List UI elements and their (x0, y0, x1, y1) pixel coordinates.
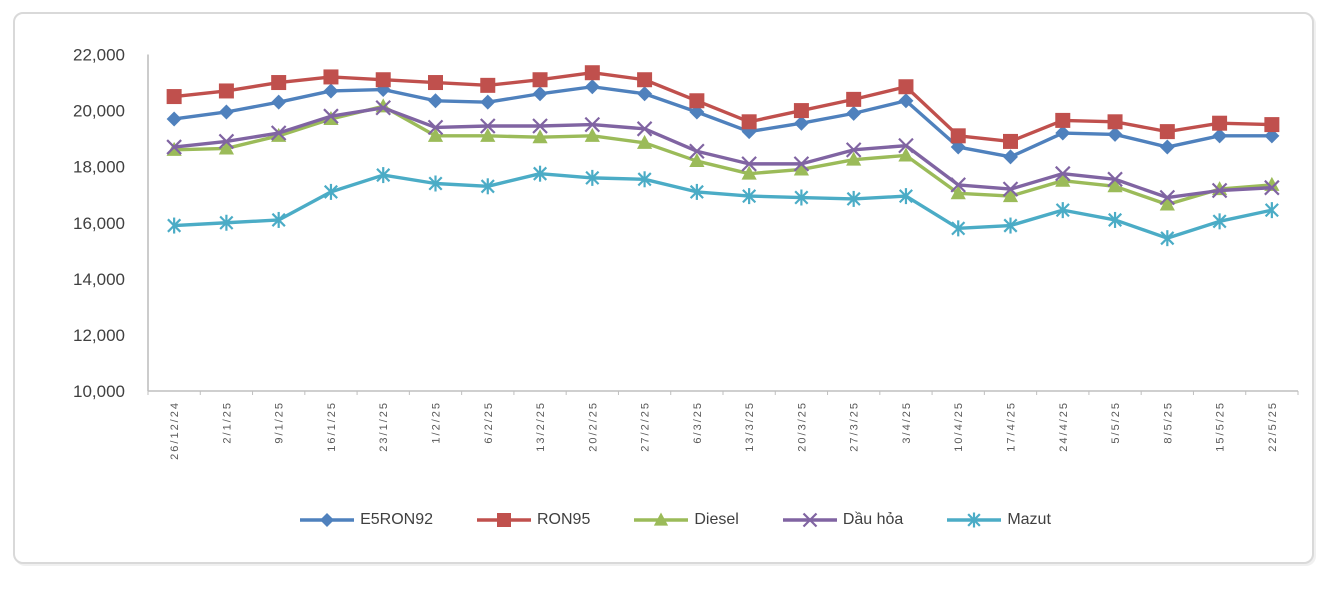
legend-marker-square-icon (477, 513, 531, 527)
series-dầu-hỏa (166, 100, 1280, 206)
x-tick-label: 17/4/25 (1006, 401, 1018, 452)
legend-item-ron95: RON95 (475, 510, 590, 530)
series-line (172, 106, 1274, 200)
y-axis-labels: 10,000 12,000 14,000 16,000 18,000 20,000 22,0… (73, 46, 125, 402)
fuel-price-line-chart: 10,000 12,000 14,000 16,000 18,000 20,000 22,0… (73, 46, 1299, 460)
legend-marker-x-icon (782, 512, 837, 528)
legend-label: E5RON92 (360, 511, 433, 528)
x-tick-label: 27/2/25 (640, 401, 652, 452)
legend-item-dầu-hỏa: Dầu hỏa (781, 510, 904, 530)
legend-label: RON95 (537, 511, 591, 528)
legend-item-e5ron92: E5RON92 (298, 510, 433, 530)
x-tick-label: 5/5/25 (1110, 401, 1122, 444)
y-tick-label: 22,000 (73, 46, 125, 65)
y-tick-label: 16,000 (73, 214, 125, 233)
x-tick-label: 1/2/25 (431, 401, 443, 444)
x-tick-label: 24/4/25 (1058, 401, 1070, 452)
x-tick-label: 20/3/25 (796, 401, 808, 452)
x-tick-label: 13/2/25 (535, 401, 547, 452)
x-tick-label: 10/4/25 (953, 401, 965, 452)
x-tick-label: 15/5/25 (1215, 401, 1227, 452)
series-ron95 (166, 65, 1280, 149)
x-tick-label: 2/1/25 (221, 401, 233, 444)
legend-label: Mazut (1007, 511, 1051, 528)
y-tick-label: 20,000 (73, 102, 125, 121)
series-mazut (167, 165, 1279, 247)
legend-label: Dầu hỏa (842, 511, 904, 528)
x-tick-label: 9/1/25 (274, 401, 286, 444)
chart-card: 10,000 12,000 14,000 16,000 18,000 20,000 22,0… (13, 12, 1314, 564)
series-line (172, 171, 1274, 240)
series-line (172, 85, 1274, 159)
x-axis-labels: 26/12/24 2/1/25 9/1/25 16/1/25 23/1/25 1/2/25… (169, 401, 1279, 460)
x-tick-label: 6/3/25 (692, 401, 704, 444)
chart-legend: E5RON92 RON95 Diesel Dầu hỏa Mazut (15, 510, 1319, 530)
x-tick-label: 6/2/25 (483, 401, 495, 444)
x-tick-label: 3/4/25 (901, 401, 913, 444)
x-tick-label: 13/3/25 (744, 401, 756, 452)
y-tick-label: 12,000 (73, 326, 125, 345)
legend-marker-diamond-icon (300, 513, 355, 527)
legend-item-diesel: Diesel (632, 510, 739, 530)
y-tick-label: 14,000 (73, 270, 125, 289)
series-line (172, 71, 1274, 144)
y-tick-label: 18,000 (73, 158, 125, 177)
x-tick-label: 20/2/25 (587, 401, 599, 452)
legend-marker-asterisk-icon (947, 512, 1002, 528)
legend-marker-triangle-icon (634, 512, 689, 526)
legend-label: Diesel (694, 511, 739, 528)
x-tick-label: 22/5/25 (1267, 401, 1279, 452)
x-tick-label: 8/5/25 (1162, 401, 1174, 444)
x-tick-label: 26/12/24 (169, 401, 181, 460)
x-tick-label: 23/1/25 (378, 401, 390, 452)
x-tick-label: 27/3/25 (849, 401, 861, 452)
axes (147, 54, 1299, 395)
x-tick-label: 16/1/25 (326, 401, 338, 452)
legend-item-mazut: Mazut (945, 510, 1051, 530)
y-tick-label: 10,000 (73, 382, 125, 401)
